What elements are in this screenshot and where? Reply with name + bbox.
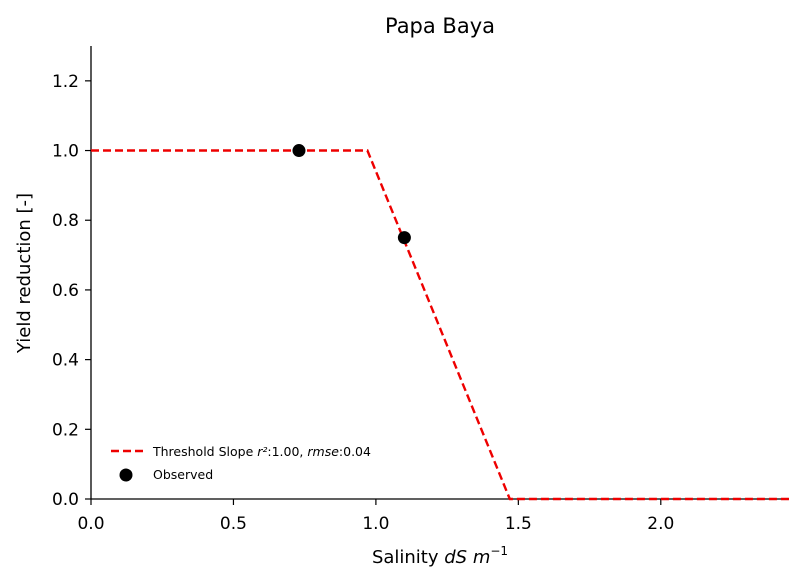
x-tick-label: 0.0	[77, 514, 104, 534]
y-tick-label: 1.0	[52, 142, 79, 162]
x-axis-label-exponent: −1	[490, 544, 508, 558]
axes	[90, 46, 789, 500]
legend-r2-label: r²	[257, 444, 267, 459]
legend: Threshold Slope r²:1.00, rmse:0.04 Obser…	[111, 444, 371, 482]
observed-point	[292, 144, 306, 158]
y-tick-label: 0.4	[52, 351, 79, 371]
legend-rmse-value: :0.04	[339, 444, 371, 459]
legend-label-observed: Observed	[153, 467, 213, 482]
y-tick-label: 0.2	[52, 420, 79, 440]
y-tick-label: 1.2	[52, 72, 79, 92]
y-ticks: 0.0 0.2 0.4 0.6 0.8 1.0 1.2	[52, 72, 91, 510]
x-ticks: 0.0 0.5 1.0 1.5 2.0	[77, 499, 674, 534]
x-axis-label: Salinity dS m−1	[372, 544, 508, 568]
x-tick-label: 1.0	[362, 514, 389, 534]
x-tick-label: 0.5	[220, 514, 247, 534]
x-tick-label: 1.5	[505, 514, 532, 534]
plot-area	[91, 144, 789, 501]
legend-marker-observed	[119, 468, 133, 482]
y-tick-label: 0.6	[52, 281, 79, 301]
legend-rmse-label: rmse	[307, 444, 339, 459]
y-tick-label: 0.8	[52, 211, 79, 231]
x-axis-label-unit: dS m	[444, 547, 490, 568]
observed-point	[397, 231, 411, 245]
legend-label-threshold-slope: Threshold Slope r²:1.00, rmse:0.04	[152, 444, 371, 459]
x-tick-label: 2.0	[647, 514, 674, 534]
y-axis-label: Yield reduction [-]	[14, 193, 35, 354]
legend-threshold-prefix: Threshold Slope	[152, 444, 257, 459]
y-tick-label: 0.0	[52, 490, 79, 510]
legend-r2-value: :1.00,	[267, 444, 307, 459]
x-axis-label-text: Salinity	[372, 547, 444, 568]
chart-title: Papa Baya	[385, 14, 495, 38]
threshold-slope-line	[91, 149, 789, 501]
